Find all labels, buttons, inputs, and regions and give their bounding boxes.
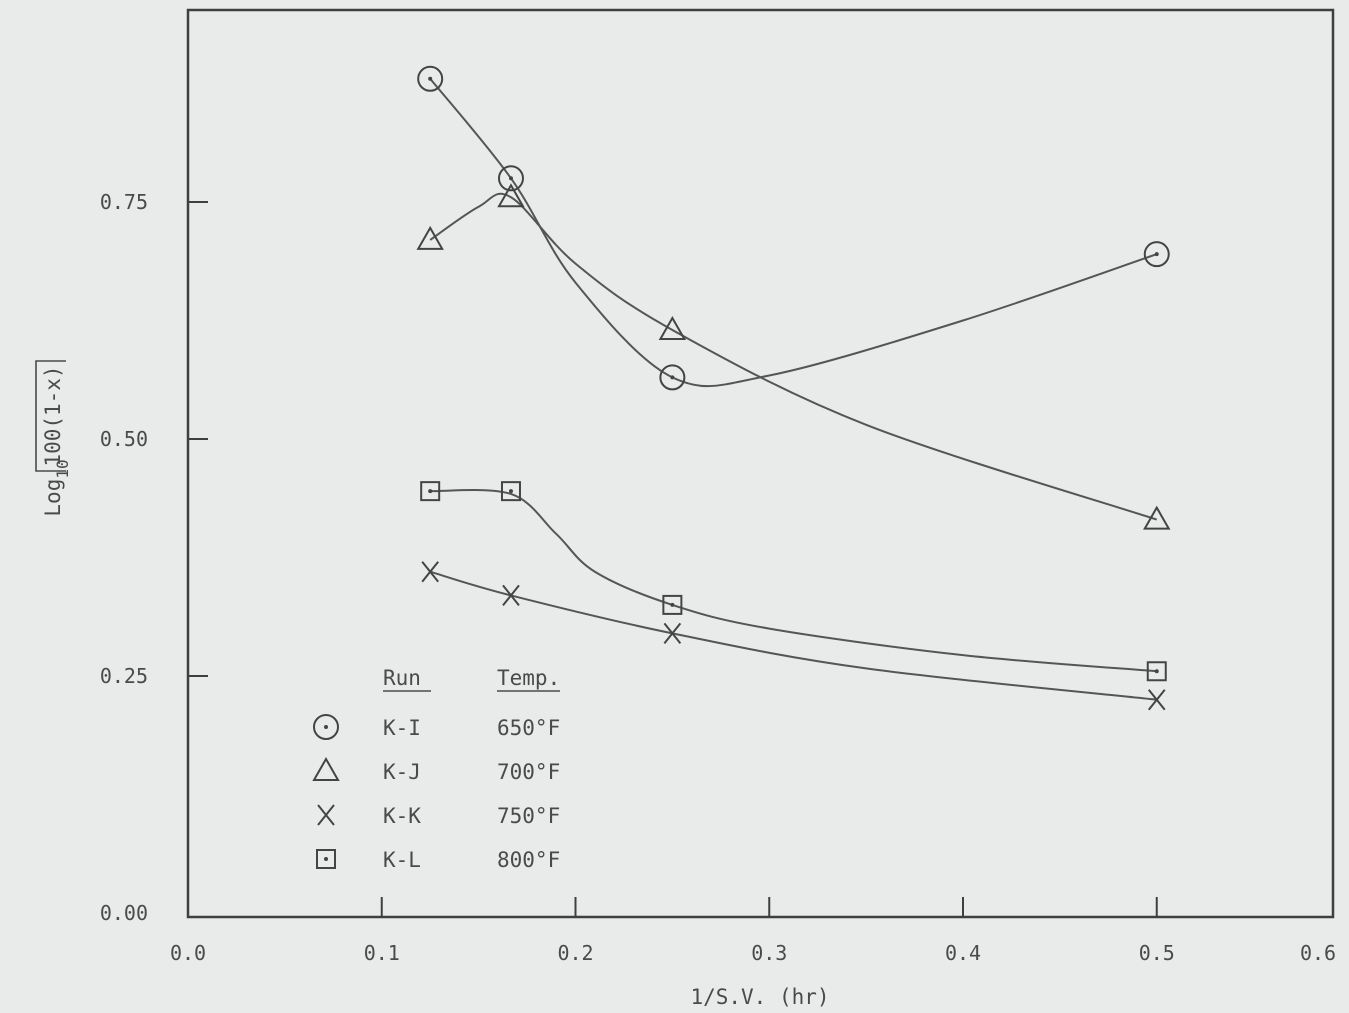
legend-marker-k-j — [312, 756, 340, 781]
y-axis-label-prefix: Log — [41, 479, 65, 517]
curve-k-k — [429, 570, 1157, 701]
plot-frame — [186, 8, 1335, 919]
y-axis-label: Log10 — [41, 459, 72, 516]
point-k-j — [497, 183, 525, 208]
point-k-k — [1147, 689, 1166, 711]
y-tick-label: 0.50 — [100, 427, 148, 451]
y-axis-label-bracket-text: 100(1-x) — [41, 365, 65, 466]
y-axis-ticks: 0.00 0.25 0.50 0.75 — [100, 190, 208, 925]
point-k-k — [502, 584, 520, 607]
legend-run-k-j: K-J — [383, 760, 421, 784]
curve-k-j — [429, 192, 1158, 521]
point-k-i — [659, 364, 686, 391]
point-k-l — [662, 594, 683, 615]
legend-run-k-l: K-L — [383, 848, 421, 872]
curve-k-l — [430, 489, 1157, 673]
legend-marker-k-i — [313, 714, 339, 740]
point-k-i — [417, 65, 444, 92]
legend-temp-k-l: 800°F — [497, 848, 560, 872]
point-k-j — [658, 315, 687, 340]
legend-marker-k-l — [316, 849, 336, 869]
legend-header-temp: Temp. — [497, 666, 560, 690]
y-axis-label-bracket: 100(1-x) — [35, 360, 66, 472]
legend-temp-k-i: 650°F — [497, 716, 560, 740]
legend-header-run: Run — [383, 666, 421, 690]
legend-run-k-k: K-K — [383, 804, 421, 828]
curve-k-i — [429, 78, 1158, 388]
svg-text:Log10: Log10 — [41, 459, 72, 516]
legend: Run Temp. K-I 650°F K-J 700°F K-K 750°F K-L 800… — [312, 666, 560, 872]
data-markers — [416, 65, 1171, 711]
point-k-k — [663, 622, 682, 644]
x-tick-label: 0.6 — [1300, 941, 1336, 965]
x-axis-label: 1/S.V. (hr) — [690, 985, 829, 1009]
x-tick-label: 0.4 — [945, 941, 981, 965]
legend-temp-k-j: 700°F — [497, 760, 560, 784]
point-k-k — [421, 561, 439, 583]
x-axis-ticks: 0.0 0.1 0.2 0.3 0.4 0.5 0.6 — [170, 897, 1336, 965]
y-axis-label-subscript: 10 — [53, 459, 72, 478]
legend-temp-k-k: 750°F — [497, 804, 560, 828]
curves — [429, 78, 1158, 701]
x-tick-label: 0.2 — [557, 941, 593, 965]
x-tick-label: 0.1 — [364, 941, 400, 965]
legend-run-k-i: K-I — [383, 716, 421, 740]
x-tick-label: 0.0 — [170, 941, 206, 965]
y-tick-label: 0.75 — [100, 190, 148, 214]
point-k-i — [1143, 241, 1170, 268]
point-k-l — [420, 481, 441, 502]
x-tick-label: 0.5 — [1139, 941, 1175, 965]
point-k-l — [1146, 661, 1167, 682]
legend-marker-k-k — [317, 804, 335, 826]
point-k-j — [416, 225, 444, 250]
point-k-l — [500, 481, 521, 502]
y-tick-label: 0.25 — [100, 664, 148, 688]
y-tick-label: 0.00 — [100, 901, 148, 925]
x-tick-label: 0.3 — [751, 941, 787, 965]
point-k-j — [1143, 505, 1171, 530]
point-k-i — [497, 165, 524, 192]
